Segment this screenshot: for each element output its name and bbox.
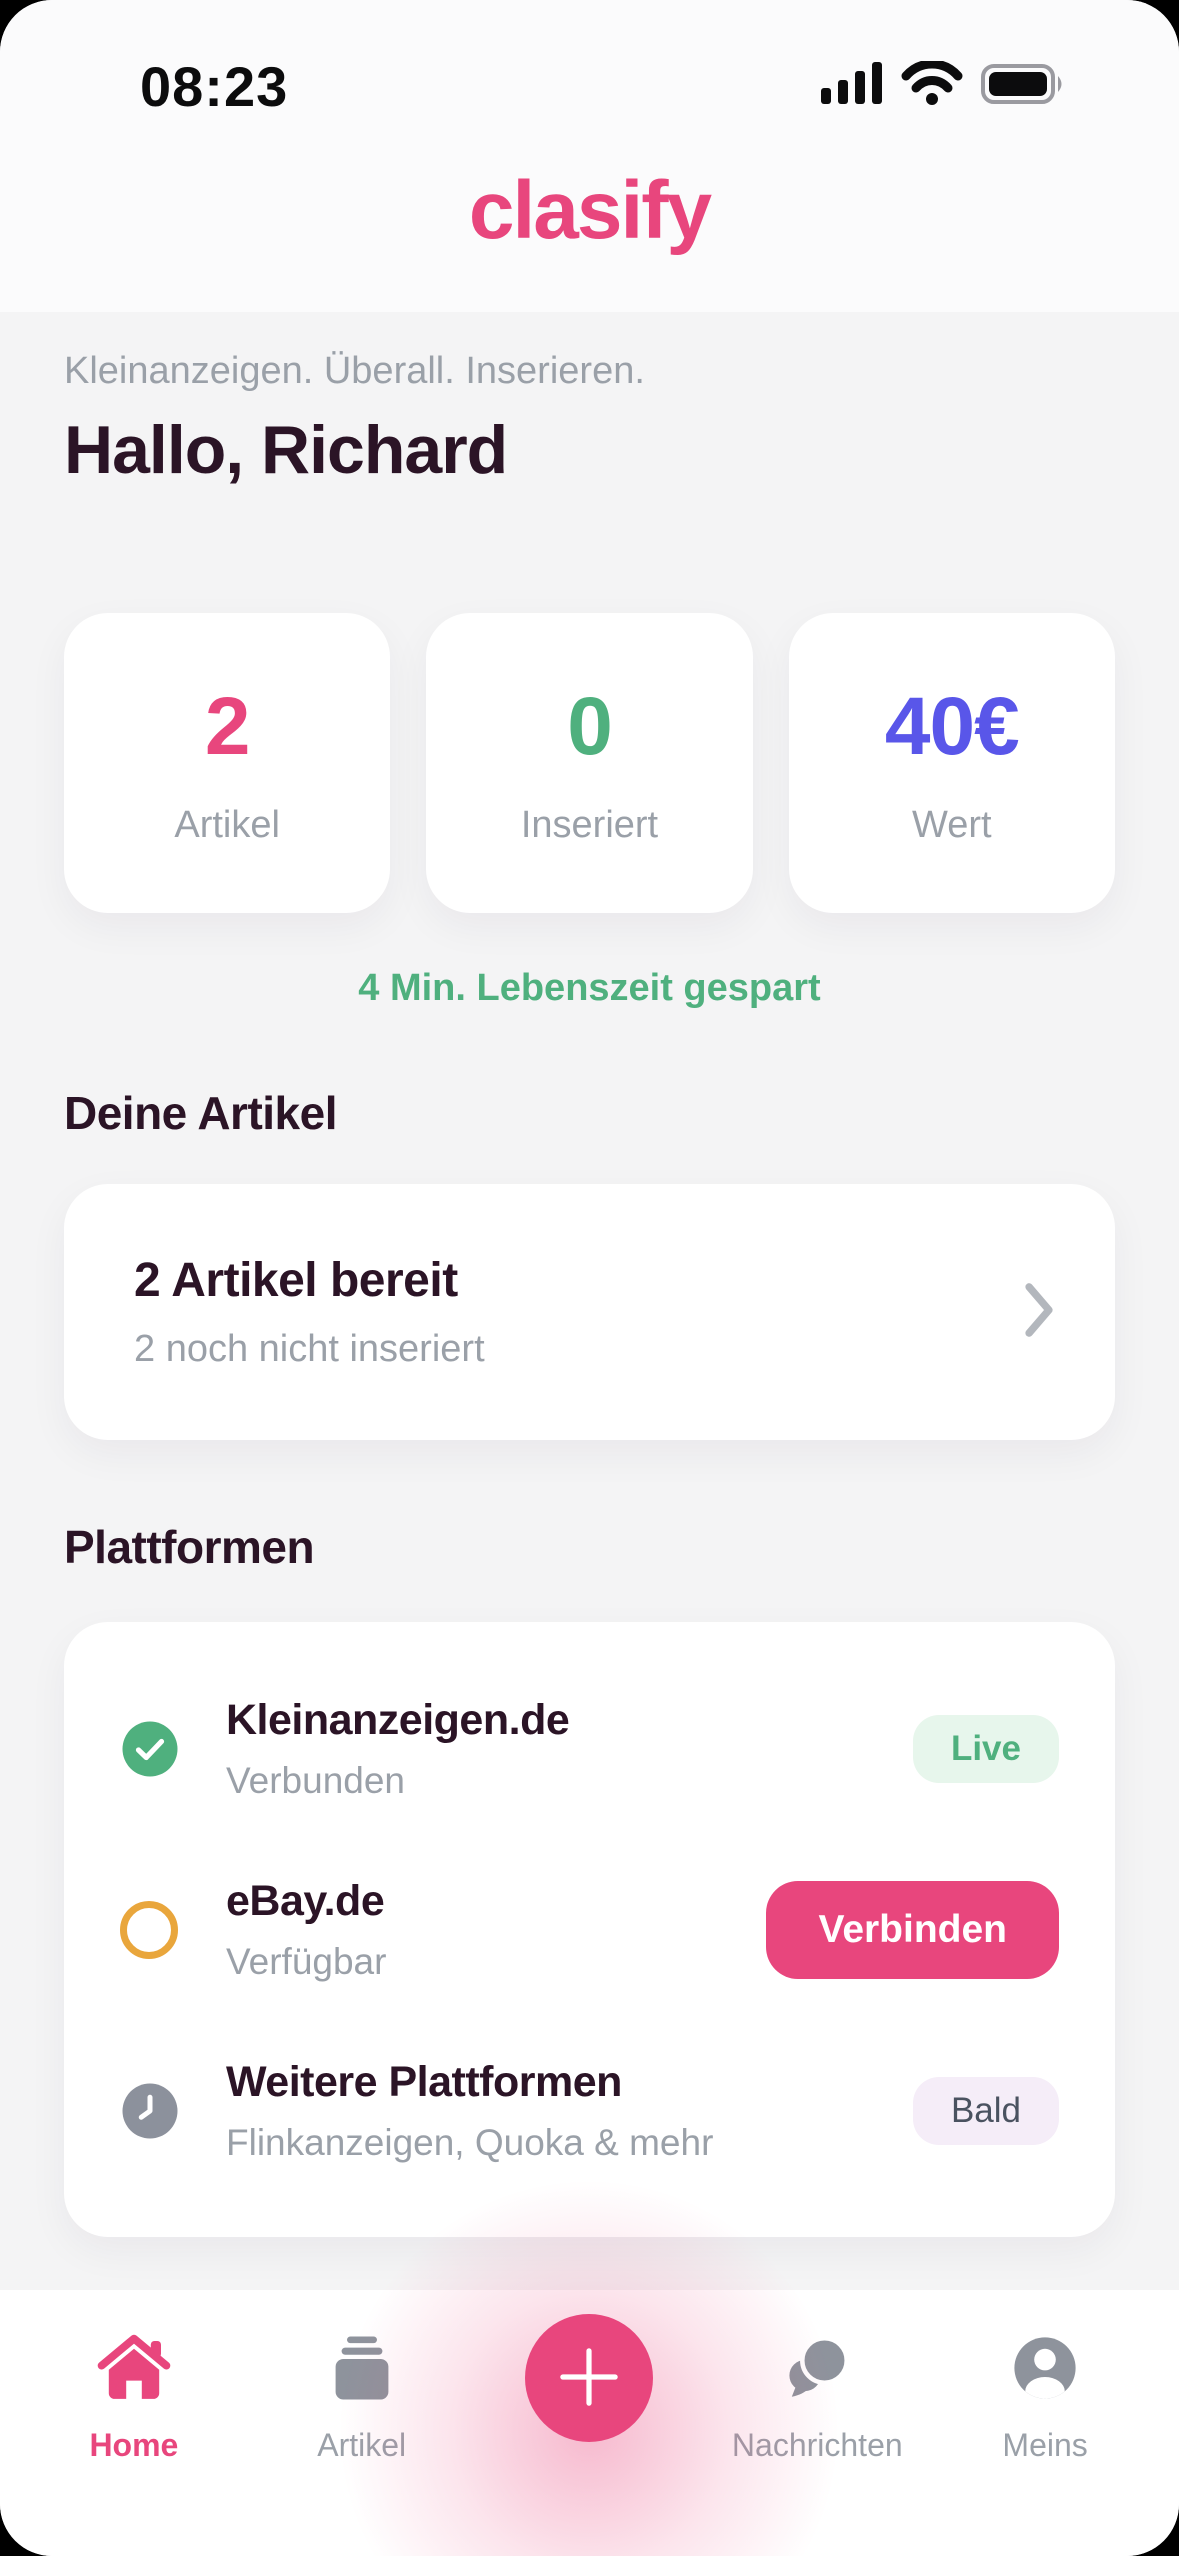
stat-card-artikel: 2 Artikel xyxy=(64,613,391,913)
tab-label: Nachrichten xyxy=(731,2427,903,2463)
add-listing-button[interactable] xyxy=(525,2314,654,2442)
tab-nachrichten[interactable]: Nachrichten xyxy=(703,2290,931,2556)
platform-name: eBay.de xyxy=(226,1876,385,1925)
articles-summary-subtitle: 2 noch nicht inseriert xyxy=(134,1328,485,1370)
platform-name: Kleinanzeigen.de xyxy=(226,1695,570,1744)
main-content: Kleinanzeigen. Überall. Inserieren. Hall… xyxy=(0,350,1179,2237)
platform-row-ebay: eBay.de Verfügbar Verbinden xyxy=(120,1839,1059,2020)
platform-status: Verbunden xyxy=(226,1759,406,1801)
status-bar: 08:23 xyxy=(0,48,1179,124)
clock-icon xyxy=(120,2081,180,2141)
platform-row-kleinanzeigen: Kleinanzeigen.de Verbunden Live xyxy=(120,1658,1059,1839)
archive-box-icon xyxy=(323,2332,401,2409)
tab-bar: Home Artikel xyxy=(0,2170,1179,2556)
platform-status: Verfügbar xyxy=(226,1940,387,1982)
stat-label: Artikel xyxy=(174,803,280,846)
live-badge: Live xyxy=(912,1714,1059,1783)
greeting-title: Hallo, Richard xyxy=(64,412,508,488)
tab-home[interactable]: Home xyxy=(20,2290,248,2556)
home-icon xyxy=(95,2332,173,2409)
platform-status: Flinkanzeigen, Quoka & mehr xyxy=(226,2121,714,2163)
battery-full-icon xyxy=(981,63,1067,110)
articles-summary-title: 2 Artikel bereit xyxy=(134,1254,458,1307)
stat-label: Wert xyxy=(912,803,992,846)
bald-badge: Bald xyxy=(912,2076,1059,2145)
platforms-section-title: Plattformen xyxy=(64,1521,315,1573)
stats-row: 2 Artikel 0 Inseriert 40€ Wert xyxy=(64,613,1115,913)
platform-info: Kleinanzeigen.de Verbunden xyxy=(226,1696,913,1802)
platform-name: Weitere Plattformen xyxy=(226,2057,622,2106)
stat-value: 40€ xyxy=(884,680,1020,772)
platform-info: Weitere Plattformen Flinkanzeigen, Quoka… xyxy=(226,2058,913,2164)
connect-button[interactable]: Verbinden xyxy=(766,1880,1059,1979)
status-icons xyxy=(821,58,1067,112)
stat-label: Inseriert xyxy=(520,803,659,846)
check-circle-icon xyxy=(120,1719,180,1779)
articles-summary-card[interactable]: 2 Artikel bereit 2 noch nicht inseriert xyxy=(64,1184,1115,1440)
fab-container xyxy=(329,2170,850,2556)
chevron-right-icon xyxy=(1019,1277,1059,1348)
tab-label: Home xyxy=(89,2427,179,2463)
articles-summary-text: 2 Artikel bereit 2 noch nicht inseriert xyxy=(134,1253,1019,1371)
stat-value: 2 xyxy=(204,680,251,772)
chat-bubbles-icon xyxy=(778,2332,856,2409)
plus-icon xyxy=(556,2344,622,2413)
platforms-card: Kleinanzeigen.de Verbunden Live eBay.de … xyxy=(64,1622,1115,2237)
app-logo: clasify xyxy=(468,165,712,256)
app-header: 08:23 xyxy=(0,0,1179,312)
lifetime-saved-note: 4 Min. Lebenszeit gespart xyxy=(358,967,821,1009)
tab-label: Meins xyxy=(1002,2427,1088,2463)
stat-value: 0 xyxy=(567,680,613,772)
stat-card-wert: 40€ Wert xyxy=(788,613,1115,913)
pending-ring-icon xyxy=(120,1900,178,1959)
tab-label: Artikel xyxy=(317,2427,407,2463)
cellular-signal-icon xyxy=(821,61,883,111)
articles-section-title: Deine Artikel xyxy=(64,1087,338,1139)
stat-card-inseriert: 0 Inseriert xyxy=(426,613,753,913)
platform-row-weitere: Weitere Plattformen Flinkanzeigen, Quoka… xyxy=(120,2020,1059,2201)
platform-info: eBay.de Verfügbar xyxy=(226,1877,766,1983)
tab-meins[interactable]: Meins xyxy=(931,2290,1159,2556)
person-circle-icon xyxy=(1006,2332,1084,2409)
tab-artikel[interactable]: Artikel xyxy=(248,2290,476,2556)
wifi-icon xyxy=(901,58,963,112)
status-time: 08:23 xyxy=(140,54,289,118)
tagline: Kleinanzeigen. Überall. Inserieren. xyxy=(64,350,645,392)
